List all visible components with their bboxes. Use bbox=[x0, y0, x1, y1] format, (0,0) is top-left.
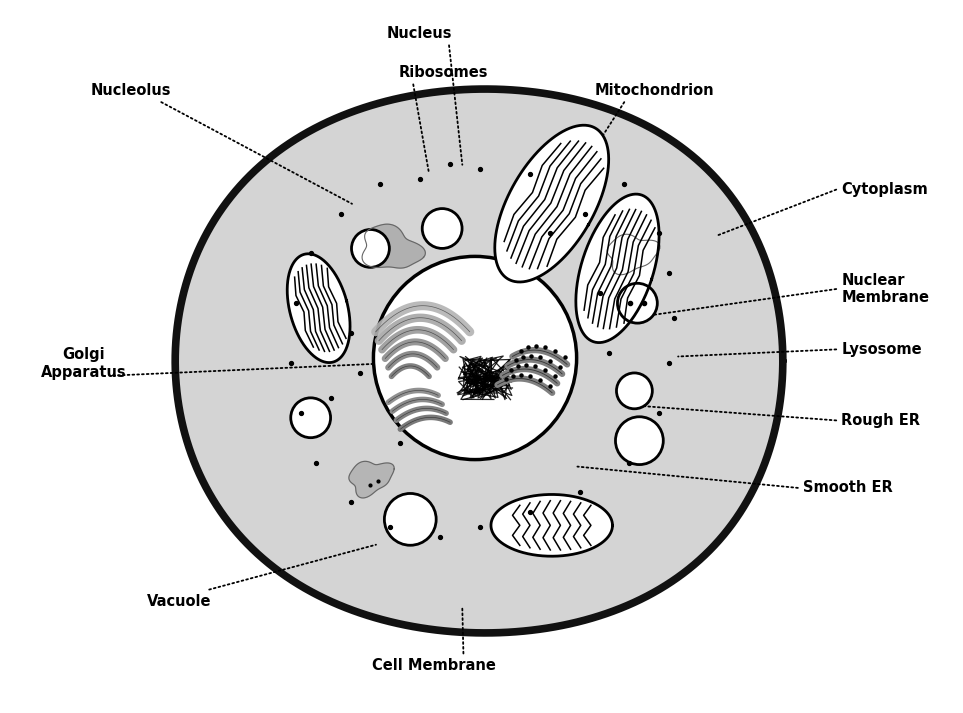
Circle shape bbox=[617, 283, 658, 323]
Circle shape bbox=[616, 373, 652, 409]
Circle shape bbox=[374, 257, 577, 460]
Polygon shape bbox=[175, 89, 783, 633]
Polygon shape bbox=[495, 125, 609, 282]
Text: Cell Membrane: Cell Membrane bbox=[372, 658, 496, 673]
Text: Nuclear
Membrane: Nuclear Membrane bbox=[842, 273, 929, 305]
Circle shape bbox=[384, 493, 436, 545]
Polygon shape bbox=[491, 494, 612, 556]
Text: Lysosome: Lysosome bbox=[842, 342, 922, 357]
Text: Cytoplasm: Cytoplasm bbox=[842, 182, 928, 197]
Polygon shape bbox=[287, 254, 351, 363]
Text: Nucleus: Nucleus bbox=[386, 26, 452, 41]
Text: Mitochondrion: Mitochondrion bbox=[594, 83, 714, 98]
Text: Nucleolus: Nucleolus bbox=[91, 83, 171, 98]
Text: Vacuole: Vacuole bbox=[147, 594, 212, 609]
Polygon shape bbox=[362, 224, 426, 268]
Polygon shape bbox=[608, 235, 660, 275]
Text: Ribosomes: Ribosomes bbox=[399, 65, 488, 80]
Text: Smooth ER: Smooth ER bbox=[803, 481, 893, 496]
Circle shape bbox=[291, 398, 330, 438]
Text: Rough ER: Rough ER bbox=[842, 413, 921, 428]
Circle shape bbox=[615, 417, 664, 465]
Circle shape bbox=[351, 230, 389, 267]
Polygon shape bbox=[349, 461, 394, 498]
Circle shape bbox=[422, 209, 462, 248]
Polygon shape bbox=[576, 194, 659, 342]
Text: Golgi
Apparatus: Golgi Apparatus bbox=[40, 347, 126, 380]
